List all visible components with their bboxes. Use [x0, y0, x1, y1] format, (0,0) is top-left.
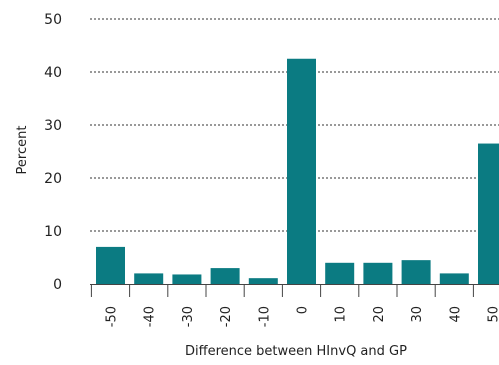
axes [90, 284, 499, 297]
y-tick-label: 20 [44, 171, 62, 187]
bar [287, 59, 316, 284]
y-tick-labels: 0 10 20 30 40 50 [44, 12, 62, 293]
x-tick-labels: -50 -40 -30 -20 -10 0 10 20 30 40 50 [105, 306, 499, 327]
y-tick-label: 30 [44, 118, 62, 134]
bar [402, 260, 431, 284]
bars [96, 59, 499, 284]
x-axis-title: Difference between HInvQ and GP [185, 344, 407, 359]
bar [96, 247, 125, 284]
bar [249, 278, 278, 284]
bar [325, 263, 354, 284]
x-tick-label: -50 [105, 306, 120, 327]
x-tick-label: -40 [143, 306, 158, 327]
bar [211, 268, 240, 284]
x-tick-label: 30 [410, 306, 425, 323]
x-tick-label: 50 [487, 306, 499, 323]
y-tick-label: 10 [44, 224, 62, 240]
x-tick-label: 40 [448, 306, 463, 323]
x-tick-label: -20 [219, 306, 234, 327]
bar [172, 274, 201, 284]
bar [440, 273, 469, 284]
y-axis-title: Percent [15, 126, 30, 175]
y-tick-label: 40 [44, 65, 62, 81]
x-tick-label: -30 [181, 306, 196, 327]
y-tick-label: 0 [53, 277, 62, 293]
y-tick-label: 50 [44, 12, 62, 28]
x-tick-label: -10 [257, 306, 272, 327]
x-tick-label: 0 [296, 306, 311, 314]
bar [363, 263, 392, 284]
x-tick-label: 20 [372, 306, 387, 323]
x-tick-label: 10 [334, 306, 349, 323]
bar [134, 273, 163, 284]
bar [478, 144, 499, 284]
